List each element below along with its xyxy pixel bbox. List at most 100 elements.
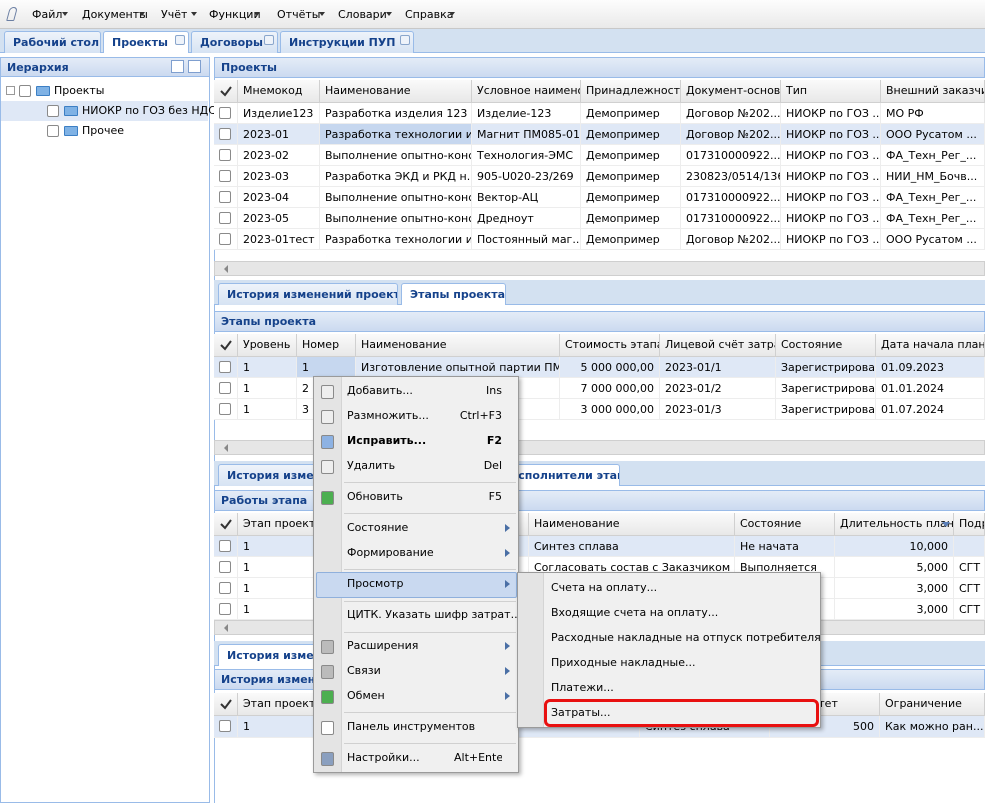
checkbox[interactable] — [219, 212, 231, 224]
column-header[interactable]: Наименование — [356, 334, 560, 357]
grid-cell: 2023-01/3 — [660, 399, 776, 420]
menu-item[interactable]: Настройки... — [347, 751, 420, 764]
menu-item[interactable]: Словари — [338, 8, 387, 21]
grid-row[interactable] — [214, 357, 985, 378]
grid-row[interactable] — [214, 187, 985, 208]
column-header[interactable]: Наименование — [529, 513, 735, 536]
checkbox[interactable] — [19, 85, 31, 97]
tab[interactable]: Инструкции ПУП — [280, 31, 414, 53]
tab[interactable]: Договоры — [191, 31, 278, 53]
scroll-arrow[interactable] — [220, 624, 228, 632]
tab[interactable]: История изменений проекта — [218, 283, 398, 305]
checkbox[interactable] — [219, 720, 231, 732]
checkbox[interactable] — [219, 107, 231, 119]
column-header[interactable]: Лицевой счёт затрат. — [660, 334, 776, 357]
tab-close[interactable] — [264, 35, 274, 45]
checkbox[interactable] — [219, 582, 231, 594]
grid-row[interactable] — [214, 103, 985, 124]
menu-item[interactable]: Входящие счета на оплату... — [551, 606, 719, 619]
column-header[interactable]: Тип — [781, 80, 881, 103]
h-scrollbar[interactable] — [214, 261, 985, 276]
tree-node[interactable]: Прочее — [82, 124, 125, 137]
menu-item[interactable]: Справка — [405, 8, 454, 21]
checkbox[interactable] — [219, 233, 231, 245]
checkbox[interactable] — [219, 382, 231, 394]
menu-item[interactable]: Обмен — [347, 689, 385, 702]
menu-item[interactable]: Расходные накладные на отпуск потребител… — [551, 631, 821, 644]
menu-icon — [321, 752, 334, 766]
menu-item[interactable]: Приходные накладные... — [551, 656, 696, 669]
checkbox[interactable] — [219, 191, 231, 203]
tool-btn[interactable] — [188, 60, 201, 73]
menu-item[interactable]: Счета на оплату... — [551, 581, 658, 594]
menu-item[interactable]: Расширения — [347, 639, 419, 652]
checkbox[interactable] — [219, 403, 231, 415]
tab[interactable]: Этапы проекта — [401, 283, 506, 305]
checkbox[interactable] — [219, 603, 231, 615]
tab[interactable]: Проекты — [103, 31, 189, 53]
menu-item[interactable]: Учёт — [161, 8, 188, 21]
grid-cell: НИОКР по ГОЗ ... — [781, 145, 881, 166]
column-header[interactable]: Дата начала план — [876, 334, 985, 357]
menu-item[interactable]: Отчёты — [277, 8, 321, 21]
grid-row[interactable] — [214, 166, 985, 187]
column-header[interactable]: Состояние — [735, 513, 835, 536]
grid-cell: Технология-ЭМС — [472, 145, 581, 166]
column-header[interactable]: Состояние — [776, 334, 876, 357]
separator — [344, 482, 516, 483]
tab-close[interactable] — [400, 35, 410, 45]
tool-btn[interactable] — [171, 60, 184, 73]
grid-row[interactable] — [214, 208, 985, 229]
menu-item[interactable]: Документы — [82, 8, 148, 21]
checkbox[interactable] — [219, 361, 231, 373]
column-header[interactable]: Внешний заказчик — [881, 80, 985, 103]
checkbox[interactable] — [219, 170, 231, 182]
menu-item[interactable]: Связи — [347, 664, 381, 677]
column-header[interactable]: Мнемокод — [238, 80, 320, 103]
column-header[interactable]: Условное наименова — [472, 80, 581, 103]
grid-cell: Зарегистрирован — [776, 399, 876, 420]
menu-item[interactable]: Просмотр — [347, 577, 404, 590]
checkbox[interactable] — [219, 128, 231, 140]
checkbox[interactable] — [219, 540, 231, 552]
grid-cell: Демопример — [581, 208, 681, 229]
tab[interactable]: Исполнители этапа — [500, 464, 620, 486]
column-header[interactable]: Подр — [954, 513, 985, 536]
menu-item[interactable]: Размножить... — [347, 409, 429, 422]
grid-row[interactable] — [214, 145, 985, 166]
scroll-arrow[interactable] — [220, 444, 228, 452]
column-header[interactable]: Длительность план — [835, 513, 954, 536]
column-header[interactable]: Номер — [297, 334, 356, 357]
tree-node[interactable]: Проекты — [54, 84, 105, 97]
column-header[interactable]: Ограничение — [880, 693, 985, 716]
expander — [6, 86, 15, 95]
grid-cell: 2023-01тест — [238, 229, 320, 250]
column-header[interactable]: Принадлежность — [581, 80, 681, 103]
checkbox[interactable] — [219, 149, 231, 161]
menu-item[interactable]: Функции — [209, 8, 261, 21]
tab-close[interactable] — [175, 35, 185, 45]
menu-item[interactable]: Файл — [32, 8, 63, 21]
checkbox[interactable] — [219, 561, 231, 573]
column-header[interactable]: Стоимость этапа — [560, 334, 660, 357]
scroll-arrow[interactable] — [220, 265, 228, 273]
menu-item[interactable]: Удалить — [347, 459, 396, 472]
column-header[interactable]: Уровень — [238, 334, 297, 357]
menu-item[interactable]: Исправить... — [347, 434, 427, 447]
menu-item[interactable]: Затраты... — [551, 706, 611, 719]
menu-item[interactable]: ЦИТК. Указать шифр затрат... — [347, 608, 522, 621]
checkbox[interactable] — [47, 105, 59, 117]
menu-item[interactable]: Панель инструментов — [347, 720, 476, 733]
menu-icon — [321, 640, 334, 654]
menu-item[interactable]: Формирование — [347, 546, 434, 559]
column-header[interactable]: Наименование — [320, 80, 472, 103]
tab[interactable]: Рабочий стол — [4, 31, 101, 53]
grid-row[interactable] — [214, 229, 985, 250]
column-header[interactable]: Документ-основан — [681, 80, 781, 103]
menu-item[interactable]: Обновить — [347, 490, 403, 503]
tree-node[interactable]: НИОКР по ГОЗ без НДС — [82, 104, 216, 117]
menu-item[interactable]: Платежи... — [551, 681, 614, 694]
menu-item[interactable]: Добавить... — [347, 384, 413, 397]
checkbox[interactable] — [47, 125, 59, 137]
menu-item[interactable]: Состояние — [347, 521, 409, 534]
